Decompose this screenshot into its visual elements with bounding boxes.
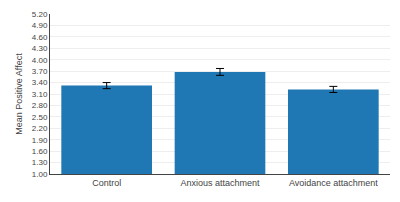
svg-text:4.90: 4.90: [32, 21, 48, 30]
svg-text:4.00: 4.00: [32, 56, 48, 65]
svg-text:Control: Control: [92, 178, 121, 188]
svg-text:3.40: 3.40: [32, 78, 48, 87]
svg-text:3.70: 3.70: [32, 67, 48, 76]
svg-text:3.10: 3.10: [32, 90, 48, 99]
svg-text:4.30: 4.30: [32, 44, 48, 53]
svg-text:1.00: 1.00: [32, 170, 48, 179]
svg-text:2.50: 2.50: [32, 113, 48, 122]
svg-text:2.80: 2.80: [32, 101, 48, 110]
svg-text:Anxious attachment: Anxious attachment: [180, 178, 260, 188]
svg-text:1.90: 1.90: [32, 136, 48, 145]
svg-text:5.20: 5.20: [32, 10, 48, 19]
svg-text:1.60: 1.60: [32, 147, 48, 156]
svg-text:Mean Positive Affect: Mean Positive Affect: [14, 53, 24, 135]
svg-text:2.20: 2.20: [32, 124, 48, 133]
svg-text:1.30: 1.30: [32, 158, 48, 167]
svg-text:4.60: 4.60: [32, 33, 48, 42]
svg-text:Avoidance attachment: Avoidance attachment: [289, 178, 378, 188]
